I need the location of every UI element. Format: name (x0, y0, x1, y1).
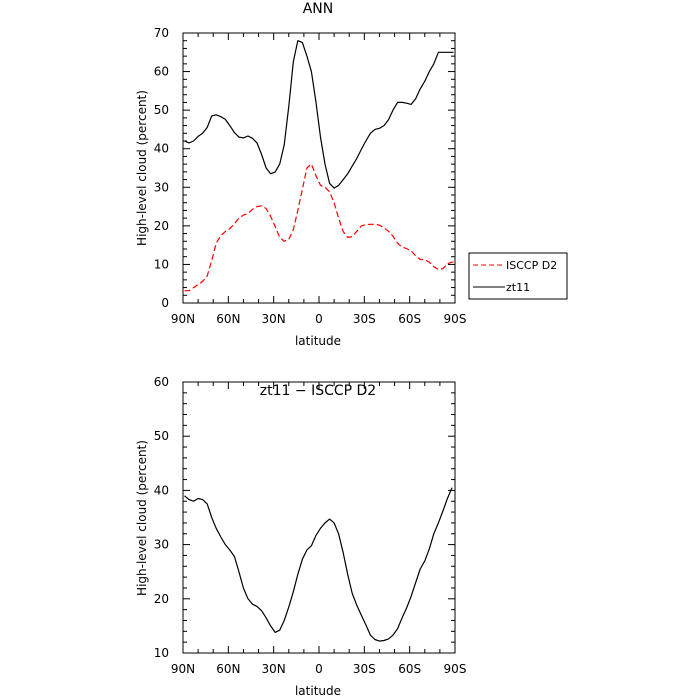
y-tick-label: 30 (154, 180, 169, 194)
y-axis-title: High-level cloud (percent) (135, 90, 149, 246)
panel-ann: ANN 90N 60N 30N 0 30S 60S 90S 010203040506070 … (135, 1, 568, 348)
y-tick-label: 50 (154, 429, 169, 443)
x-tick-label: 30N (262, 662, 286, 676)
x-tick-label: 30S (353, 662, 376, 676)
x-tick-label: 0 (315, 662, 323, 676)
x-tick-label: 90S (444, 662, 467, 676)
x-tick-label: 0 (315, 312, 323, 326)
panel-difference: zt11 − ISCCP D2 90N 60N 30N 0 30S 60S 90S 10 20… (135, 375, 466, 698)
series-group (184, 487, 453, 642)
series-line-isccp-d2 (184, 163, 454, 292)
x-axis-title: latitude (295, 684, 341, 698)
legend-label-zt11: zt11 (506, 281, 530, 294)
plot-frame (182, 32, 456, 304)
y-tick-label: 10 (154, 646, 169, 660)
y-tick-label: 30 (154, 538, 169, 552)
x-tick-label: 90N (171, 662, 195, 676)
series-group (184, 40, 454, 292)
x-tick-label: 60S (398, 662, 421, 676)
x-tick-label: 60S (398, 312, 421, 326)
y-tick-label: 40 (154, 483, 169, 497)
x-tick-label: 90S (444, 312, 467, 326)
y-tick-label: 40 (154, 142, 169, 156)
x-tick-label: 90N (171, 312, 195, 326)
x-tick-label: 60N (216, 312, 240, 326)
y-tick-label: 10 (154, 257, 169, 271)
panel-title-difference: zt11 − ISCCP D2 (260, 383, 376, 399)
x-tick-label: 60N (216, 662, 240, 676)
x-axis: 90N 60N 30N 0 30S 60S 90S (171, 33, 467, 326)
panel-title-ann: ANN (303, 1, 334, 17)
legend: ISCCP D2 zt11 (468, 252, 568, 300)
series-line-difference-0 (184, 487, 453, 642)
y-tick-label: 20 (154, 219, 169, 233)
series-line-zt11 (184, 40, 454, 189)
y-axis: 0 10 20 30 40 50 60 70 (154, 26, 455, 310)
y-axis: 10 20 30 40 50 60 (154, 375, 455, 660)
y-tick-label: 0 (161, 296, 169, 310)
y-tick-label: 60 (154, 375, 169, 389)
y-tick-label: 20 (154, 592, 169, 606)
y-tick-label: 50 (154, 103, 169, 117)
y-tick-label: 60 (154, 65, 169, 79)
legend-box (468, 252, 568, 300)
plot-frame (182, 381, 456, 654)
y-tick-label: 70 (154, 26, 169, 40)
x-tick-label: 30N (262, 312, 286, 326)
legend-label-isccp: ISCCP D2 (506, 259, 557, 272)
x-axis: 90N 60N 30N 0 30S 60S 90S (171, 382, 467, 676)
y-axis-title: High-level cloud (percent) (135, 440, 149, 596)
x-tick-label: 30S (353, 312, 376, 326)
x-axis-title: latitude (295, 334, 341, 348)
